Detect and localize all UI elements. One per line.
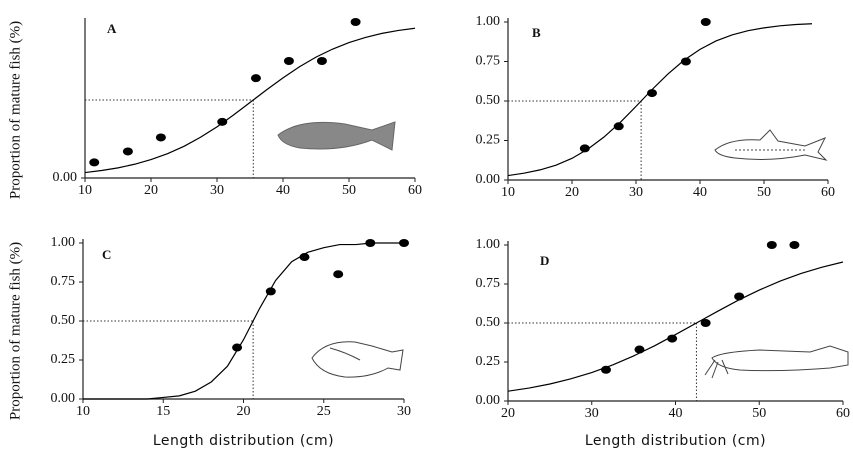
x-tick-label: 20 <box>565 185 579 200</box>
panel: 20 30 40 50 60 0.00 0.25 0.50 0.75 1.00 D Length di… <box>476 237 851 449</box>
data-point <box>299 253 310 262</box>
x-tick-label: 10 <box>501 185 515 200</box>
data-point <box>350 18 361 26</box>
data-point <box>283 57 294 65</box>
y-tick-label: 0.50 <box>476 93 501 108</box>
x-tick-label: 50 <box>752 406 766 421</box>
panel: 10 20 30 40 50 60 0.00 A Proportion of mature fi… <box>7 18 422 199</box>
panel-letter: D <box>540 253 549 268</box>
data-point <box>265 287 276 296</box>
fish-c <box>311 341 404 378</box>
x-tick-label: 60 <box>821 185 835 200</box>
fit-curve <box>507 261 844 392</box>
data-point <box>766 241 777 249</box>
y-tick-label: 0.25 <box>476 354 501 369</box>
y-axis-label: Proportion of mature fish (%) <box>7 242 23 420</box>
x-tick-label: 15 <box>156 404 170 419</box>
fit-curve <box>83 242 404 400</box>
data-point <box>700 319 711 327</box>
y-tick-label: 0.25 <box>51 352 76 367</box>
data-point <box>613 122 624 131</box>
fish-a <box>277 121 396 151</box>
x-tick-label: 40 <box>669 406 683 421</box>
data-point <box>155 133 166 142</box>
data-point <box>316 57 327 65</box>
data-point <box>634 345 645 354</box>
y-tick-label: 1.00 <box>51 235 76 250</box>
x-tick-label: 30 <box>397 404 411 419</box>
y-tick-label: 0.50 <box>51 313 76 328</box>
x-tick-label: 50 <box>757 185 771 200</box>
x-tick-label: 40 <box>693 185 707 200</box>
data-point <box>647 89 657 98</box>
x-axis-label: Length distribution (cm) <box>153 433 334 449</box>
fish-icons <box>277 121 849 379</box>
data-point <box>789 241 800 249</box>
x-tick-label: 10 <box>78 183 92 198</box>
y-tick-label: 0.75 <box>51 274 76 289</box>
y-tick-label: 0.50 <box>476 315 501 330</box>
panel: 10 15 20 25 30 0.00 0.25 0.50 0.75 1.00 C Proportio… <box>7 235 411 449</box>
y-tick-label: 0.75 <box>476 54 501 69</box>
data-point <box>600 365 611 374</box>
y-tick-label: 0.25 <box>476 133 501 148</box>
data-point <box>667 334 678 343</box>
panel-letter: C <box>102 247 111 262</box>
data-point <box>89 158 100 167</box>
x-tick-label: 60 <box>836 406 850 421</box>
x-tick-label: 30 <box>585 406 599 421</box>
data-point <box>734 292 745 301</box>
x-tick-label: 20 <box>144 183 158 198</box>
y-tick-label: 1.00 <box>476 237 501 252</box>
panel: 10 20 30 40 50 60 0.00 0.25 0.50 0.75 1.00 B <box>476 14 836 200</box>
data-point <box>680 57 691 66</box>
panel-letter: A <box>107 21 117 36</box>
data-point <box>579 144 590 153</box>
y-tick-label: 0.00 <box>51 391 76 406</box>
fish-b <box>714 129 828 161</box>
data-point <box>232 343 243 352</box>
y-tick-label: 0.75 <box>476 276 501 291</box>
x-tick-label: 10 <box>76 404 90 419</box>
data-point <box>122 147 133 156</box>
panel-letter: B <box>532 25 541 40</box>
data-point <box>217 117 228 126</box>
x-tick-label: 50 <box>342 183 356 198</box>
fish-d <box>704 345 849 379</box>
x-tick-label: 30 <box>210 183 224 198</box>
x-tick-label: 25 <box>317 404 331 419</box>
x-tick-label: 40 <box>276 183 290 198</box>
data-point <box>250 74 261 83</box>
data-point <box>365 239 376 247</box>
x-tick-label: 20 <box>237 404 251 419</box>
y-axis-label: Proportion of mature fish (%) <box>7 21 23 199</box>
y-tick-label: 0.00 <box>476 393 501 408</box>
fit-curve <box>84 27 416 174</box>
y-tick-label: 1.00 <box>476 14 501 29</box>
data-point <box>399 239 409 247</box>
x-tick-label: 20 <box>501 406 515 421</box>
x-tick-label: 30 <box>629 185 643 200</box>
y-tick-label: 0.00 <box>53 170 78 185</box>
x-axis-label: Length distribution (cm) <box>585 433 766 449</box>
data-point <box>700 18 711 26</box>
data-point <box>333 270 344 279</box>
fit-curve <box>507 23 813 177</box>
x-tick-label: 60 <box>408 183 422 198</box>
y-tick-label: 0.00 <box>476 172 501 187</box>
